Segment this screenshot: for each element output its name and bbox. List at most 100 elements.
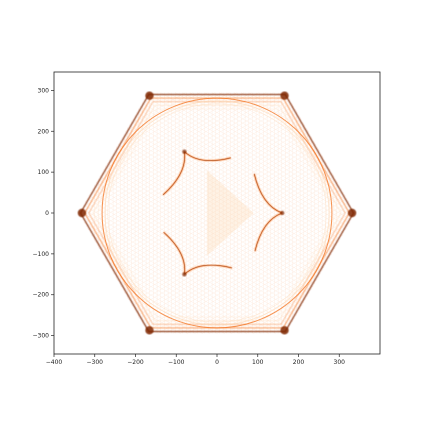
- texture-line: [95, 97, 378, 261]
- texture-line: [114, 200, 380, 354]
- texture-line: [67, 116, 350, 281]
- texture-line: [65, 113, 348, 277]
- texture-line: [91, 103, 375, 268]
- texture-line: [82, 119, 365, 284]
- corner-hotspot: [280, 326, 289, 335]
- caustic-arm-core: [184, 151, 231, 162]
- texture-line: [83, 144, 367, 309]
- texture-line: [87, 151, 370, 316]
- caustic-arm-core: [162, 151, 186, 196]
- y-tick-label: −300: [33, 333, 50, 340]
- texture-line: [54, 72, 317, 225]
- y-tick-label: 200: [38, 128, 50, 135]
- texture-line: [54, 87, 334, 250]
- y-tick-label: 100: [38, 169, 50, 176]
- texture-line: [78, 135, 361, 300]
- hexagon-ring: [88, 101, 346, 325]
- hexagon-ring: [92, 104, 342, 322]
- x-tick-label: 0: [215, 359, 219, 366]
- texture-line: [91, 157, 374, 322]
- texture-line: [122, 204, 380, 354]
- texture-line: [85, 148, 369, 312]
- texture-line: [107, 192, 380, 351]
- texture-line: [98, 170, 380, 335]
- texture-line: [76, 132, 359, 296]
- texture-line: [87, 109, 371, 274]
- texture-line: [84, 116, 367, 281]
- texture-line: [105, 187, 380, 347]
- corner-hotspot: [77, 208, 87, 218]
- x-tick-label: −100: [168, 359, 185, 366]
- caustic-arm-core: [163, 231, 186, 275]
- cusp-point: [280, 210, 285, 216]
- y-tick-label: 0: [45, 210, 49, 217]
- texture-line: [64, 151, 347, 316]
- texture-line: [92, 160, 376, 325]
- texture-line: [54, 196, 325, 354]
- caustic-arm-core: [254, 212, 283, 252]
- texture-line: [54, 187, 329, 347]
- corner-hotspot: [347, 208, 357, 218]
- heatmap-pattern: [54, 72, 380, 354]
- texture-line: [54, 72, 324, 229]
- texture-line: [58, 160, 342, 325]
- outside-mask: [54, 72, 380, 354]
- texture-line: [104, 81, 380, 242]
- texture-line: [54, 170, 336, 335]
- x-tick-label: −400: [46, 359, 63, 366]
- cusp-point: [182, 149, 187, 154]
- texture-line: [54, 175, 334, 338]
- y-tick-label: −100: [33, 251, 50, 258]
- texture-line: [54, 179, 332, 341]
- texture-line: [59, 103, 343, 268]
- circle-ring: [104, 100, 330, 326]
- caustic-arm-core: [253, 173, 283, 214]
- y-tick-label: −200: [33, 292, 50, 299]
- texture-line: [102, 84, 380, 246]
- corner-hotspot: [145, 91, 154, 100]
- corner-hotspot: [145, 326, 154, 335]
- texture-line: [63, 109, 347, 274]
- texture-line: [117, 72, 380, 225]
- texture-line: [67, 144, 351, 309]
- texture-line: [100, 175, 380, 338]
- central-triangle: [206, 170, 254, 256]
- texture-line: [54, 90, 336, 254]
- texture-line: [69, 119, 352, 284]
- texture-line: [106, 78, 380, 237]
- texture-line: [76, 128, 360, 293]
- texture-line: [75, 132, 358, 296]
- x-tick-label: 100: [252, 359, 264, 366]
- texture-line: [56, 97, 339, 261]
- texture-line: [97, 93, 380, 258]
- texture-line: [65, 148, 349, 312]
- x-tick-label: 200: [293, 359, 305, 366]
- interference-texture: [54, 72, 380, 354]
- texture-line: [103, 183, 380, 344]
- texture-line: [96, 167, 380, 331]
- texture-line: [54, 72, 310, 220]
- texture-line: [124, 72, 380, 220]
- y-axis: 300 200 100 0 −100 −200 −300: [33, 87, 54, 340]
- hexagon-ring: [96, 108, 338, 318]
- corner-hotspot: [280, 91, 289, 100]
- texture-line: [100, 87, 380, 250]
- x-tick-label: 300: [334, 359, 346, 366]
- texture-line: [54, 204, 312, 354]
- circle-ring: [107, 103, 327, 323]
- texture-line: [54, 183, 331, 344]
- texture-line: [110, 72, 380, 229]
- cusp-point: [182, 272, 187, 277]
- circle-ring: [101, 97, 333, 329]
- texture-line: [98, 90, 380, 254]
- texture-line: [54, 78, 328, 237]
- x-tick-label: −300: [87, 359, 104, 366]
- texture-line: [54, 93, 337, 258]
- y-tick-label: 300: [38, 87, 50, 94]
- texture-line: [109, 196, 380, 354]
- texture-line: [74, 128, 358, 293]
- texture-line: [54, 81, 330, 242]
- texture-line: [102, 179, 380, 341]
- x-tick-label: −200: [127, 359, 144, 366]
